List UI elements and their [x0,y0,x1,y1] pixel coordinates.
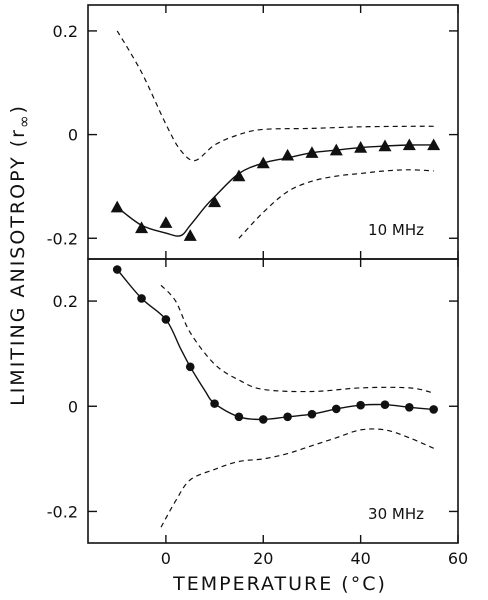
y-tick-label: -0.2 [47,502,78,521]
panel-10mhz: 0.2 0 -0.2 10 MHz [47,4,459,260]
x-tick-label: 60 [448,549,468,568]
x-tick-label: 0 [161,549,171,568]
y-axis-title-close: ) [7,104,29,113]
y-tick-label: -0.2 [47,229,78,248]
y-axis-title-main: LIMITING ANISOTROPY (r [7,128,29,406]
y-axis-title-sub: ∞ [15,114,33,129]
x-axis-title: TEMPERATURE (°C) [172,573,387,595]
frequency-label: 10 MHz [368,221,424,239]
dashed-lower-line [160,428,434,528]
frequency-label: 30 MHz [368,505,424,523]
data-point-triangle [208,195,222,208]
panel-30mhz: 0.2 0 -0.2 0 20 40 60 30 MHz [47,258,468,568]
y-tick-label: 0.2 [53,292,78,311]
y-tick-label: 0 [68,126,78,145]
plot-frame [87,258,459,544]
data-point-triangle [232,169,246,182]
data-point-triangle [135,221,149,234]
y-tick-label: 0.2 [53,22,78,41]
solid-fit-line [116,144,434,237]
data-point-triangle [159,216,173,228]
y-tick-label: 0 [68,397,78,416]
solid-fit-line [116,269,434,421]
data-point-triangle [183,229,197,241]
x-tick-label: 40 [350,549,370,568]
dashed-upper-line [160,284,434,394]
dashed-lower-line [238,169,434,239]
dashed-upper-line [116,30,434,162]
y-axis-title: LIMITING ANISOTROPY (r∞) [7,104,33,406]
x-tick-label: 20 [253,549,273,568]
